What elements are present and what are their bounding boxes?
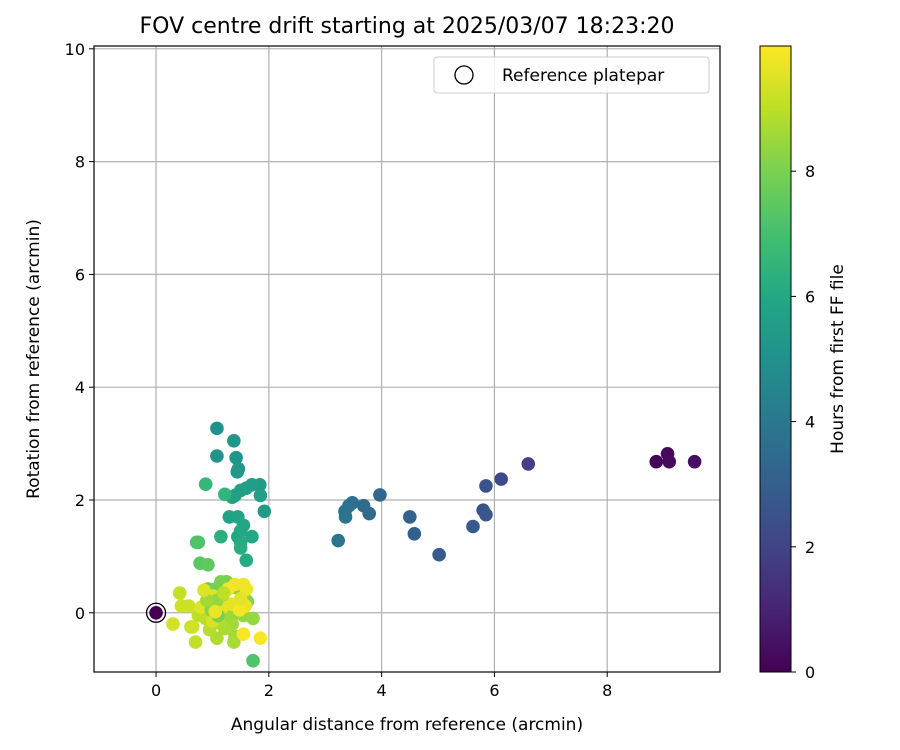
data-point [230,464,245,479]
data-point [236,627,251,642]
data-point [172,586,187,600]
y-axis-label: Rotation from reference (arcmin) [24,219,44,499]
x-tick-label: 4 [377,681,387,700]
chart-title: FOV centre drift starting at 2025/03/07 … [140,14,675,39]
data-point [246,653,260,668]
y-tick-label: 2 [75,491,85,510]
data-point [222,510,237,524]
colorbar-label: Hours from first FF file [828,264,848,454]
grid-lines [94,46,720,672]
reference-marker [145,602,167,623]
legend: Reference platepar [433,56,710,94]
reference-point-marker [145,602,167,623]
data-point [257,504,272,519]
x-tick-label: 8 [602,681,612,700]
data-point [649,454,664,469]
data-point [373,488,387,502]
data-point [253,631,268,645]
x-tick-label: 0 [151,681,161,700]
data-point [227,433,241,448]
y-tick-label: 8 [75,153,85,172]
y-tick-label: 10 [65,40,85,59]
data-point [466,519,480,534]
legend-label: Reference platepar [502,66,664,86]
data-point [479,479,493,493]
plot-frame [93,45,721,673]
legend-marker-icon [454,65,474,85]
data-point [331,533,345,548]
data-point [233,541,248,555]
data-point [218,487,232,502]
legend-box [433,56,710,94]
colorbar-tick-label: 4 [805,413,815,432]
data-point [494,472,508,486]
data-point [407,527,422,541]
data-point [229,450,243,465]
data-point [214,529,228,544]
data-point [185,620,200,634]
data-point [432,547,446,562]
data-point [210,421,224,436]
data-point [181,599,196,613]
data-point [239,553,254,568]
data-point [662,454,677,469]
y-tick-label: 6 [75,265,85,284]
data-point [197,583,211,598]
y-axis-ticks: 0 2 4 6 8 10 [65,40,94,623]
data-point [521,457,536,471]
data-point [227,635,241,649]
data-point [166,617,180,631]
colorbar-tick-label: 8 [805,162,815,181]
data-point [687,454,702,469]
x-axis-ticks: 0 2 4 6 8 [151,672,612,700]
x-tick-label: 2 [264,681,274,700]
x-axis-label: Angular distance from reference (arcmin) [231,715,583,735]
data-point [253,488,268,503]
data-point [210,449,224,463]
data-point [149,605,163,620]
data-point [208,604,223,619]
data-point [338,510,353,524]
data-point [198,477,213,492]
data-point [232,603,247,617]
colorbar [759,45,792,673]
data-point [188,635,203,649]
data-point [479,507,493,522]
data-point [403,510,417,524]
x-tick-label: 6 [489,681,499,700]
colorbar-tick-label: 6 [805,287,815,306]
data-point [356,498,371,513]
data-point [216,586,231,600]
colorbar-ticks: 0 2 4 6 8 [791,162,815,682]
data-point [233,591,248,606]
data-point [189,535,204,550]
y-tick-label: 0 [75,604,85,623]
data-point [201,558,215,572]
data-point [245,529,259,544]
y-tick-label: 4 [75,378,85,397]
colorbar-tick-label: 0 [805,663,815,682]
data-points [149,421,702,668]
colorbar-tick-label: 2 [805,538,815,557]
